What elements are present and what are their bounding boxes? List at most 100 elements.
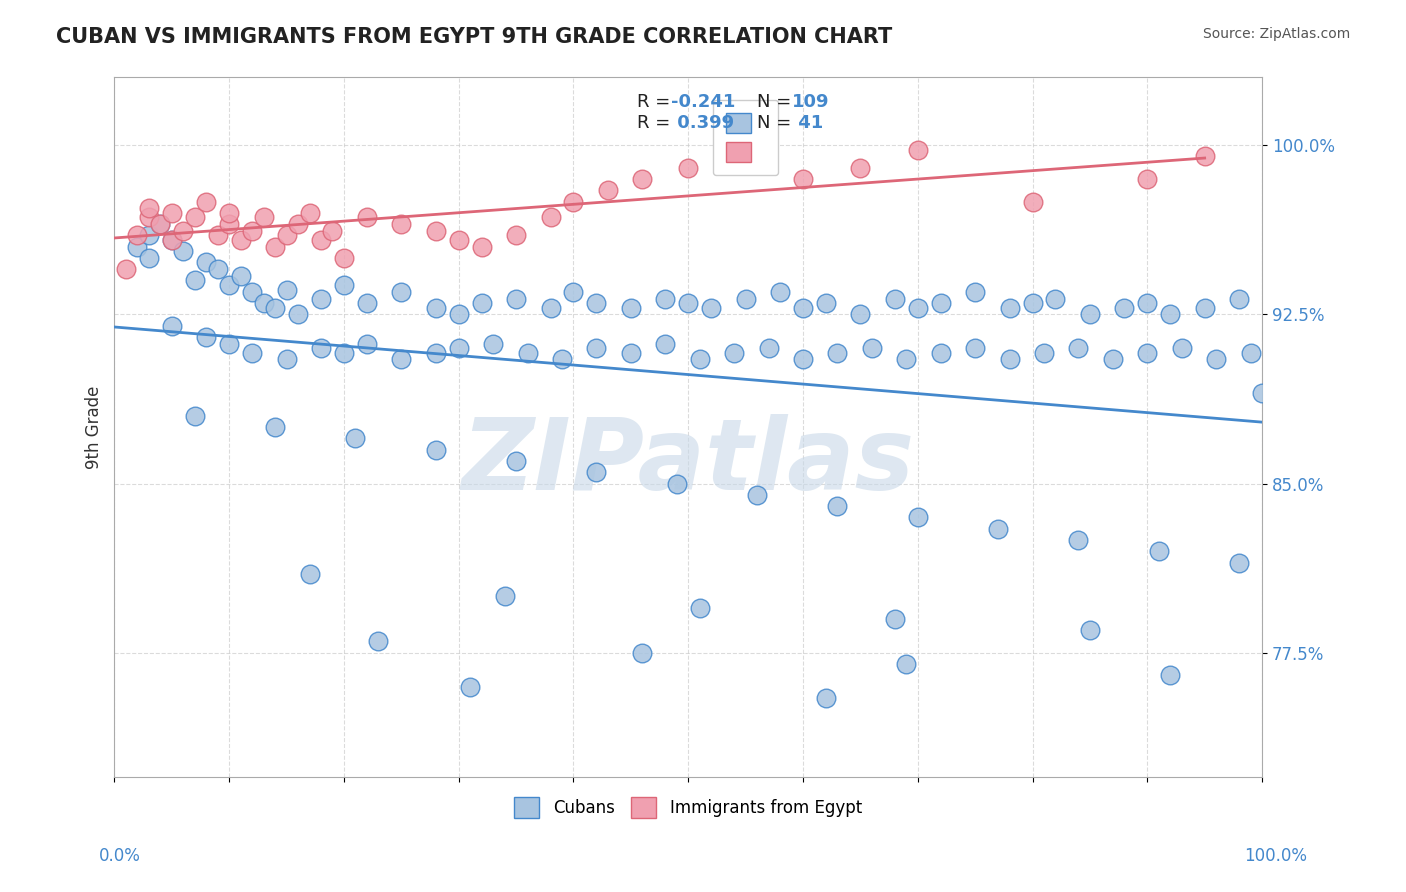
Text: 109: 109 [792, 93, 830, 111]
Point [276, 228, 298, 243]
Point [367, 634, 389, 648]
Point [620, 301, 643, 315]
Point [827, 499, 849, 513]
Point [551, 352, 574, 367]
Point [585, 296, 607, 310]
Point [849, 307, 872, 321]
Point [896, 657, 918, 671]
Point [389, 352, 412, 367]
Point [827, 345, 849, 359]
Text: 100.0%: 100.0% [1244, 847, 1308, 865]
Point [1194, 149, 1216, 163]
Point [792, 352, 814, 367]
Point [562, 285, 585, 299]
Point [471, 296, 494, 310]
Point [562, 194, 585, 209]
Point [505, 454, 527, 468]
Point [160, 233, 183, 247]
Point [814, 690, 837, 705]
Point [321, 224, 343, 238]
Point [907, 301, 929, 315]
Point [654, 292, 676, 306]
Point [309, 233, 332, 247]
Point [676, 296, 699, 310]
Point [127, 228, 149, 243]
Point [218, 217, 240, 231]
Point [264, 301, 287, 315]
Point [1101, 352, 1123, 367]
Text: 0.399: 0.399 [671, 114, 734, 132]
Point [505, 292, 527, 306]
Point [333, 251, 356, 265]
Point [505, 228, 527, 243]
Point [631, 172, 654, 186]
Point [1239, 345, 1261, 359]
Point [356, 336, 378, 351]
Point [458, 680, 481, 694]
Point [229, 233, 252, 247]
Point [447, 307, 470, 321]
Text: R =: R = [637, 114, 675, 132]
Point [240, 345, 263, 359]
Point [907, 510, 929, 524]
Text: Source: ZipAtlas.com: Source: ZipAtlas.com [1202, 27, 1350, 41]
Point [596, 183, 619, 197]
Point [745, 488, 768, 502]
Point [264, 240, 287, 254]
Point [620, 345, 643, 359]
Point [1147, 544, 1170, 558]
Point [218, 336, 240, 351]
Point [1067, 341, 1090, 355]
Point [860, 341, 883, 355]
Point [1136, 296, 1159, 310]
Point [987, 522, 1010, 536]
Point [1021, 296, 1043, 310]
Point [425, 224, 447, 238]
Point [309, 341, 332, 355]
Point [1205, 352, 1227, 367]
Point [160, 206, 183, 220]
Point [540, 211, 562, 225]
Point [138, 211, 160, 225]
Point [425, 345, 447, 359]
Point [1045, 292, 1067, 306]
Text: N =: N = [756, 114, 797, 132]
Point [287, 307, 309, 321]
Point [149, 217, 172, 231]
Point [965, 341, 987, 355]
Point [792, 301, 814, 315]
Point [184, 409, 207, 423]
Point [883, 292, 905, 306]
Point [849, 161, 872, 175]
Point [138, 202, 160, 216]
Point [929, 345, 952, 359]
Point [1114, 301, 1136, 315]
Point [585, 465, 607, 479]
Point [229, 268, 252, 283]
Point [1170, 341, 1192, 355]
Point [654, 336, 676, 351]
Text: R =: R = [637, 93, 675, 111]
Point [425, 301, 447, 315]
Text: 41: 41 [792, 114, 823, 132]
Text: N =: N = [756, 93, 797, 111]
Point [883, 612, 905, 626]
Point [814, 296, 837, 310]
Point [298, 566, 321, 581]
Point [769, 285, 792, 299]
Point [195, 330, 218, 344]
Point [965, 285, 987, 299]
Y-axis label: 9th Grade: 9th Grade [86, 385, 103, 469]
Point [896, 352, 918, 367]
Point [540, 301, 562, 315]
Point [665, 476, 688, 491]
Point [333, 278, 356, 293]
Legend: Cubans, Immigrants from Egypt: Cubans, Immigrants from Egypt [508, 791, 869, 824]
Point [907, 143, 929, 157]
Point [700, 301, 723, 315]
Point [252, 296, 274, 310]
Point [516, 345, 538, 359]
Point [1136, 172, 1159, 186]
Point [758, 341, 780, 355]
Point [1159, 668, 1181, 682]
